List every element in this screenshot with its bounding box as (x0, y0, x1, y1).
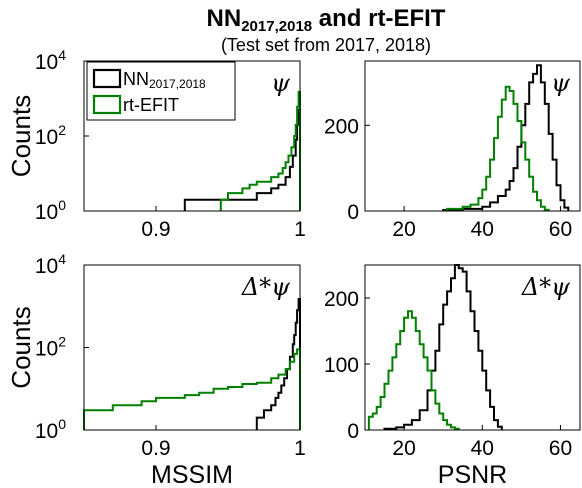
x-axis-label: PSNR (438, 461, 507, 488)
x-tick-label: 40 (471, 437, 494, 460)
y-axis-label: Counts (6, 95, 36, 177)
axes-frame (364, 264, 581, 431)
y-tick-label: 100 (324, 354, 359, 377)
x-tick-label: 0.9 (141, 218, 170, 241)
y-axis-label: Counts (6, 306, 36, 388)
y-tick-label: 102 (35, 122, 66, 149)
legend-label-rt: rt-EFIT (123, 95, 179, 115)
panel-laplacian-psnr: 20 40 60 0 100 200 PSNR Δ*ψ (324, 264, 581, 488)
title-prefix: NN (207, 5, 242, 32)
legend-nn-prefix: NN (123, 69, 149, 89)
panel-laplacian-mssim: 0.9 1 100 102 104 Counts MSSIM Δ*ψ (6, 251, 306, 488)
x-tick-label: 60 (549, 218, 572, 241)
axes-frame (364, 60, 581, 212)
series-rt-efit-line (446, 85, 550, 211)
legend: NN2017,2018 rt-EFIT (86, 61, 236, 121)
series-rt-efit-line (367, 310, 460, 430)
figure-subtitle: (Test set from 2017, 2018) (221, 35, 431, 55)
y-tick-label: 200 (324, 115, 359, 138)
y-tick-label: 200 (324, 288, 359, 311)
x-tick-label: 20 (392, 437, 415, 460)
y-tick-label: 0 (347, 201, 359, 224)
legend-swatch-rt (92, 94, 122, 115)
panel-label: ψ (551, 69, 571, 97)
panel-label: ψ (271, 69, 291, 97)
series-nn-line (183, 108, 301, 211)
legend-label-nn: NN2017,2018 (123, 69, 206, 91)
y-tick-label: 104 (35, 251, 66, 278)
panel-psi-psnr: 20 40 60 0 200 ψ (324, 60, 581, 241)
panel-label: Δ*ψ (241, 273, 291, 301)
series-nn-line (383, 264, 503, 430)
figure-title: NN2017,2018 and rt-EFIT (207, 5, 446, 35)
series-rt-efit-line (83, 348, 301, 430)
y-tick-label: 0 (347, 420, 359, 443)
x-tick-label: 40 (471, 218, 494, 241)
x-axis-label: MSSIM (151, 461, 233, 488)
panel-label: Δ*ψ (521, 273, 571, 301)
x-tick-label: 60 (549, 437, 572, 460)
y-tick-label: 100 (35, 416, 66, 443)
y-tick-label: 102 (35, 334, 66, 361)
title-subscript: 2017,2018 (241, 18, 312, 35)
y-tick-label: 100 (35, 197, 66, 224)
x-tick-label: 20 (392, 218, 415, 241)
title-suffix: and rt-EFIT (312, 5, 446, 32)
series-nn-line (442, 64, 570, 212)
y-tick-label: 104 (35, 47, 66, 74)
x-tick-label: 1 (294, 218, 306, 241)
series-rt-efit-line (219, 90, 301, 211)
x-tick-label: 0.9 (141, 437, 170, 460)
legend-swatch-nn (92, 68, 122, 89)
legend-nn-subscript: 2017,2018 (149, 77, 206, 91)
panel-psi-mssim: 0.9 1 100 102 104 Counts ψ (6, 47, 306, 241)
x-tick-label: 1 (294, 437, 306, 460)
series-nn-line (255, 298, 301, 430)
